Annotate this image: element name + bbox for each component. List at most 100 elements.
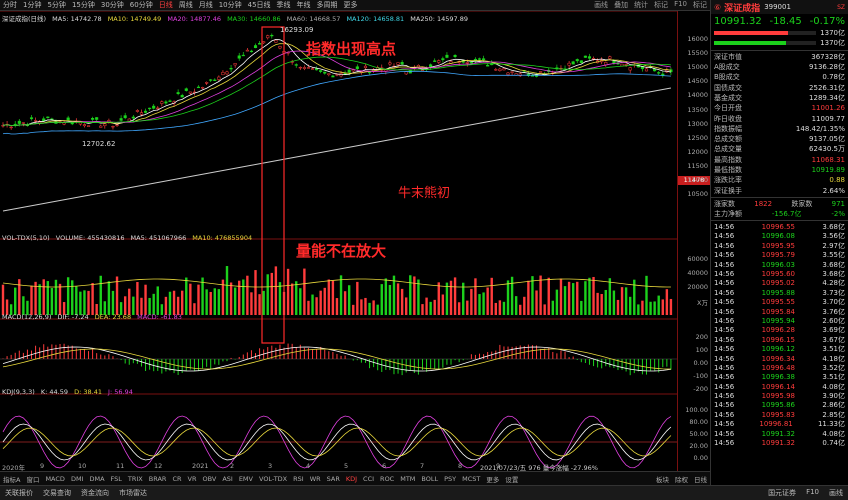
- topbar-tool-4[interactable]: F10: [674, 0, 687, 8]
- tick-row[interactable]: 14:56 10995.83 2.85亿: [711, 410, 848, 419]
- indicator-tab-13[interactable]: VOL-TDX: [258, 474, 288, 483]
- indicator-tab-4[interactable]: DMA: [89, 474, 105, 483]
- footer-item-0[interactable]: 关联报价: [5, 489, 33, 497]
- amount-bar-fill: [714, 31, 788, 36]
- indicator-tab-1[interactable]: 窗口: [26, 475, 40, 484]
- period-tab-9[interactable]: 10分钟: [218, 1, 242, 9]
- footer-item-3[interactable]: 市场雷达: [119, 489, 147, 497]
- indicator-tab-2[interactable]: MACD: [45, 474, 65, 483]
- tick-row[interactable]: 14:56 10995.55 3.70亿: [711, 297, 848, 306]
- topbar-tool-2[interactable]: 统计: [634, 1, 649, 9]
- indicator-tab-24[interactable]: 更多: [486, 475, 500, 484]
- topbar-tool-5[interactable]: 标记: [693, 1, 707, 9]
- period-tab-5[interactable]: 60分钟: [129, 1, 153, 9]
- tick-row[interactable]: 14:56 10995.88 3.73亿: [711, 288, 848, 297]
- volume-bar: [160, 304, 164, 315]
- indicator-tab-21[interactable]: BOLL: [421, 474, 439, 483]
- candle-body: [498, 68, 502, 72]
- indicator-tab-6[interactable]: TRIX: [127, 474, 143, 483]
- tick-row[interactable]: 14:56 10995.60 3.68亿: [711, 269, 848, 278]
- tick-row[interactable]: 14:56 10995.95 2.97亿: [711, 241, 848, 250]
- tick-row[interactable]: 14:56 10996.34 4.18亿: [711, 354, 848, 363]
- period-tab-11[interactable]: 季线: [276, 1, 291, 9]
- volume-bar: [79, 291, 82, 315]
- tick-row[interactable]: 14:56 10995.94 2.60亿: [711, 316, 848, 325]
- indicator-tab-9[interactable]: VR: [187, 474, 197, 483]
- tick-row[interactable]: 14:56 10996.48 3.52亿: [711, 363, 848, 372]
- indicator-tab-17[interactable]: KDJ: [345, 474, 358, 483]
- period-tab-8[interactable]: 月线: [198, 1, 213, 9]
- bottombar-right-1[interactable]: 除权: [675, 475, 688, 484]
- footer-item-1[interactable]: 交易查询: [43, 489, 71, 497]
- period-tab-10[interactable]: 45日线: [247, 1, 271, 9]
- volume-bar: [193, 303, 196, 315]
- period-tab-0[interactable]: 分时: [3, 1, 17, 9]
- indicator-tab-8[interactable]: CR: [172, 474, 182, 483]
- tick-row[interactable]: 14:56 10996.14 4.08亿: [711, 382, 848, 391]
- bottombar-right-0[interactable]: 板块: [656, 475, 669, 484]
- period-tab-6[interactable]: 日线: [158, 1, 173, 9]
- indicator-tab-5[interactable]: FSL: [110, 474, 122, 483]
- tick-row[interactable]: 14:56 10996.15 3.67亿: [711, 335, 848, 344]
- candle-body: [400, 62, 404, 65]
- indicator-tab-15[interactable]: WR: [309, 474, 321, 483]
- period-tab-7[interactable]: 周线: [178, 1, 193, 9]
- stat-label: 今日开盘: [714, 104, 742, 113]
- tick-volume: 3.68亿: [822, 260, 845, 269]
- indicator-tab-12[interactable]: EMV: [238, 474, 253, 483]
- tick-row[interactable]: 14:56 10991.32 4.08亿: [711, 429, 848, 438]
- tick-list[interactable]: 14:56 10996.55 3.68亿 14:56 10996.08 3.56亿 14:5…: [711, 222, 848, 447]
- tick-row[interactable]: 14:56 10996.03 3.68亿: [711, 260, 848, 269]
- tick-row[interactable]: 14:56 10996.28 3.69亿: [711, 326, 848, 335]
- footer-right-2[interactable]: 画线: [829, 489, 843, 497]
- volume-bar: [392, 275, 396, 315]
- tick-row[interactable]: 14:56 10996.38 3.51亿: [711, 373, 848, 382]
- period-tab-3[interactable]: 15分钟: [71, 1, 95, 9]
- stat-row: B股成交 0.78亿: [711, 72, 848, 82]
- period-tab-1[interactable]: 1分钟: [23, 1, 42, 9]
- tick-row[interactable]: 14:56 10995.79 3.55亿: [711, 251, 848, 260]
- indicator-tab-11[interactable]: ASI: [222, 474, 233, 483]
- tick-row[interactable]: 14:56 10996.55 3.68亿: [711, 222, 848, 231]
- indicator-tab-18[interactable]: CCI: [363, 474, 375, 483]
- tick-row[interactable]: 14:56 10995.84 3.76亿: [711, 307, 848, 316]
- period-tab-14[interactable]: 更多: [343, 1, 358, 9]
- tick-row[interactable]: 14:56 10995.02 4.28亿: [711, 279, 848, 288]
- indicator-tab-25[interactable]: 设置: [505, 475, 519, 484]
- indicator-tab-0[interactable]: 指标A: [3, 475, 21, 484]
- tick-row[interactable]: 14:56 10996.81 11.33亿: [711, 420, 848, 429]
- bottombar-right-2[interactable]: 日线: [694, 475, 707, 484]
- topbar-tool-1[interactable]: 叠加: [614, 1, 629, 9]
- volume-bar: [576, 281, 579, 315]
- amount-bar-track: [714, 41, 817, 46]
- topbar-tool-0[interactable]: 画线: [594, 1, 609, 9]
- indicator-tab-14[interactable]: RSI: [293, 474, 304, 483]
- footer-right-1[interactable]: F10: [806, 488, 819, 496]
- indicator-tab-7[interactable]: BRAR: [148, 474, 167, 483]
- indicator-tab-19[interactable]: ROC: [380, 474, 395, 483]
- candle-body: [156, 107, 160, 110]
- tick-row[interactable]: 14:56 10991.32 0.74亿: [711, 438, 848, 447]
- indicator-tab-16[interactable]: SAR: [326, 474, 340, 483]
- current-price-tag: 11478: [678, 176, 710, 185]
- kline-chart[interactable]: [0, 11, 677, 471]
- volume-bar: [543, 304, 546, 315]
- tick-row[interactable]: 14:56 10996.12 3.51亿: [711, 344, 848, 353]
- candle-body: [209, 79, 213, 81]
- period-tab-13[interactable]: 多周期: [316, 1, 338, 9]
- tick-row[interactable]: 14:56 10995.98 3.90亿: [711, 391, 848, 400]
- footer-item-2[interactable]: 资金流向: [81, 489, 109, 497]
- period-tab-4[interactable]: 30分钟: [100, 1, 124, 9]
- ma120-legend: MA120: 14658.81: [346, 15, 405, 23]
- tick-row[interactable]: 14:56 10995.86 2.86亿: [711, 401, 848, 410]
- indicator-tab-10[interactable]: OBV: [202, 474, 217, 483]
- indicator-tab-3[interactable]: DMI: [70, 474, 84, 483]
- period-tab-12[interactable]: 年线: [296, 1, 311, 9]
- footer-right-0[interactable]: 国元证券: [768, 489, 797, 497]
- tick-row[interactable]: 14:56 10996.08 3.56亿: [711, 232, 848, 241]
- indicator-tab-23[interactable]: MCST: [462, 474, 481, 483]
- indicator-tab-20[interactable]: MTM: [400, 474, 416, 483]
- topbar-tool-3[interactable]: 标记: [654, 1, 669, 9]
- indicator-tab-22[interactable]: PSY: [444, 474, 457, 483]
- period-tab-2[interactable]: 5分钟: [47, 1, 66, 9]
